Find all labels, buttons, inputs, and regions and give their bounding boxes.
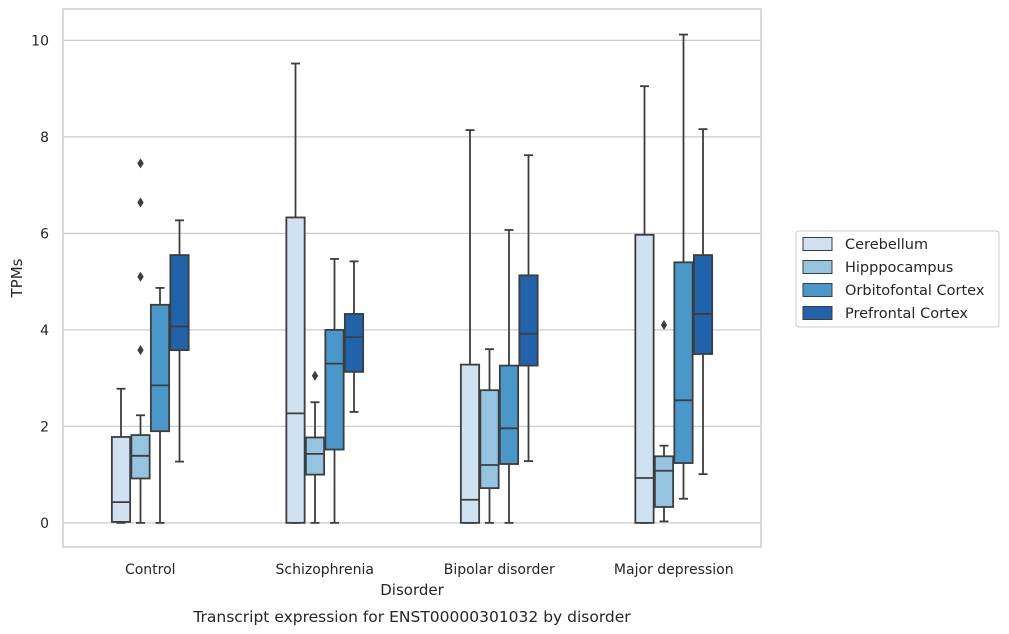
legend-swatch — [802, 306, 833, 320]
box-hipppocampus-major-depression — [653, 320, 675, 523]
box-body — [149, 303, 171, 433]
legend-item-prefrontal-cortex: Prefrontal Cortex — [802, 306, 968, 322]
box-cerebellum-bipolar-disorder — [459, 129, 481, 524]
boxes — [110, 33, 714, 524]
box-orbitofontal-cortex-schizophrenia — [324, 258, 345, 524]
box-orbitofontal-cortex-major-depression — [673, 33, 694, 500]
box-prefrontal-cortex-major-depression — [692, 128, 714, 476]
box-prefrontal-cortex-bipolar-disorder — [518, 154, 539, 463]
legend-swatch — [802, 237, 833, 251]
y-tick-label-10: 10 — [31, 33, 49, 49]
box-body — [324, 328, 345, 451]
legend-label: Prefrontal Cortex — [845, 306, 968, 322]
outlier-point-1 — [137, 271, 144, 282]
box-prefrontal-cortex-control — [169, 219, 190, 463]
plot-frame — [62, 8, 762, 548]
y-tick-label-0: 0 — [40, 516, 49, 532]
box-orbitofontal-cortex-control — [149, 286, 171, 524]
legend-item-hipppocampus: Hipppocampus — [802, 260, 953, 276]
x-tick-label-major-depression: Major depression — [614, 562, 734, 578]
box-body — [673, 261, 694, 464]
y-tick-label-4: 4 — [40, 323, 49, 339]
box-cerebellum-major-depression — [634, 85, 655, 524]
box-hipppocampus-bipolar-disorder — [479, 348, 500, 524]
outlier-point-0 — [137, 345, 144, 356]
legend-frame — [795, 230, 1000, 328]
box-body — [169, 254, 190, 352]
x-axis-label: Disorder — [380, 581, 444, 599]
box-cerebellum-control — [110, 387, 132, 524]
legend-label: Cerebellum — [845, 237, 928, 253]
outlier-point-0 — [660, 320, 668, 331]
figure-caption: Transcript expression for ENST0000030103… — [192, 608, 631, 626]
legend-label: Hipppocampus — [845, 260, 953, 276]
outlier-point-0 — [311, 370, 319, 381]
box-hipppocampus-schizophrenia — [304, 370, 326, 524]
legend-swatch — [802, 283, 833, 297]
y-tick-label-2: 2 — [40, 419, 49, 435]
box-body — [130, 434, 151, 480]
box-body — [304, 436, 326, 476]
box-prefrontal-cortex-schizophrenia — [343, 260, 365, 413]
box-body — [110, 436, 132, 523]
box-body — [343, 313, 365, 373]
box-body — [479, 389, 500, 490]
x-tick-label-bipolar-disorder: Bipolar disorder — [444, 562, 555, 578]
box-cerebellum-schizophrenia — [285, 62, 306, 524]
y-tick-label-6: 6 — [40, 226, 49, 242]
box-body — [634, 233, 655, 524]
box-body — [653, 455, 675, 508]
outlier-point-2 — [137, 197, 144, 208]
legend: Cerebellum Hipppocampus Orbitofontal Corte… — [795, 230, 1000, 328]
x-tick-labels: Control Schizophrenia Bipolar disorder Majo… — [125, 562, 734, 578]
legend-label: Orbitofontal Cortex — [845, 283, 985, 299]
y-tick-labels: 0 2 4 6 8 10 — [31, 33, 49, 532]
box-body — [459, 363, 481, 524]
box-body — [498, 364, 520, 465]
y-axis-label: TPMs — [8, 258, 26, 298]
y-tick-label-8: 8 — [40, 130, 49, 146]
legend-item-cerebellum: Cerebellum — [802, 237, 928, 253]
x-tick-label-control: Control — [125, 562, 176, 578]
box-body — [518, 274, 539, 367]
outlier-point-3 — [137, 158, 144, 169]
legend-item-orbitofontal-cortex: Orbitofontal Cortex — [802, 283, 985, 299]
x-tick-label-schizophrenia: Schizophrenia — [276, 562, 374, 578]
box-body — [285, 216, 306, 524]
box-hipppocampus-control — [130, 158, 151, 524]
box-body — [692, 254, 714, 355]
legend-swatch — [802, 260, 833, 274]
box-orbitofontal-cortex-bipolar-disorder — [498, 229, 520, 524]
